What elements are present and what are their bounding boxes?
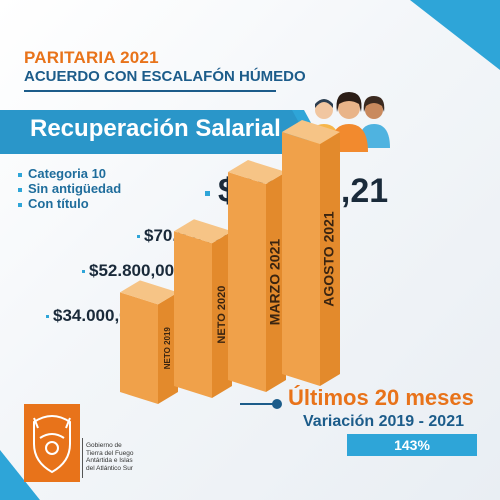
summary-connector-dot [272,399,282,409]
condition-item: Sin antigüedad [18,181,121,196]
logo-separator [82,438,83,478]
banner-title: Recuperación Salarial [30,115,281,142]
bar-side-2 [266,172,286,392]
banner-shape [0,110,316,154]
category-label-0: NETO 2019 [163,327,172,370]
bar-side-0 [158,292,178,404]
bullet-icon [18,187,22,192]
bullet-icon [205,190,210,196]
bar-top-2 [228,160,286,185]
bar-front-2 [228,172,266,392]
bar-side-1 [212,231,232,398]
corner-triangle-bottom-left [0,450,40,500]
bar-top-1 [174,219,232,244]
percent-badge: 143% [347,434,477,456]
bar-top-0 [120,280,178,305]
category-label-1: NETO 2020 [216,286,228,344]
conditions-list: Categoria 10 Sin antigüedad Con título [18,166,121,211]
bar-front-1 [174,231,212,398]
category-label-3: AGOSTO 2021 [321,211,337,307]
summary-title: Últimos 20 meses [288,385,474,410]
bar-top-3 [282,120,340,144]
bullet-icon [46,315,49,319]
bullet-icon [18,202,22,207]
condition-item: Categoria 10 [18,166,121,181]
bullet-icon [18,172,22,177]
bar-front-3 [282,132,320,386]
bullet-icon [137,235,140,239]
summary-connector-line [240,403,276,405]
value-label-0: $34.000,00 [46,306,138,326]
corner-triangle-top-right [410,0,500,70]
condition-item: Con título [18,196,121,211]
title-underline [24,90,276,92]
summary-subtitle: Variación 2019 - 2021 [303,413,464,430]
bar-front-0 [120,292,158,404]
value-label-1: $52.800,00 [82,261,174,281]
logo-text: Gobierno de Tierra del Fuego Antártida e… [86,442,134,472]
bar-side-3 [320,132,340,386]
page-subtitle: ACUERDO CON ESCALAFÓN HÚMEDO [24,68,306,85]
government-logo [24,404,80,482]
bullet-icon [82,270,85,274]
page-title: PARITARIA 2021 [24,48,159,67]
category-label-2: MARZO 2021 [267,239,283,326]
